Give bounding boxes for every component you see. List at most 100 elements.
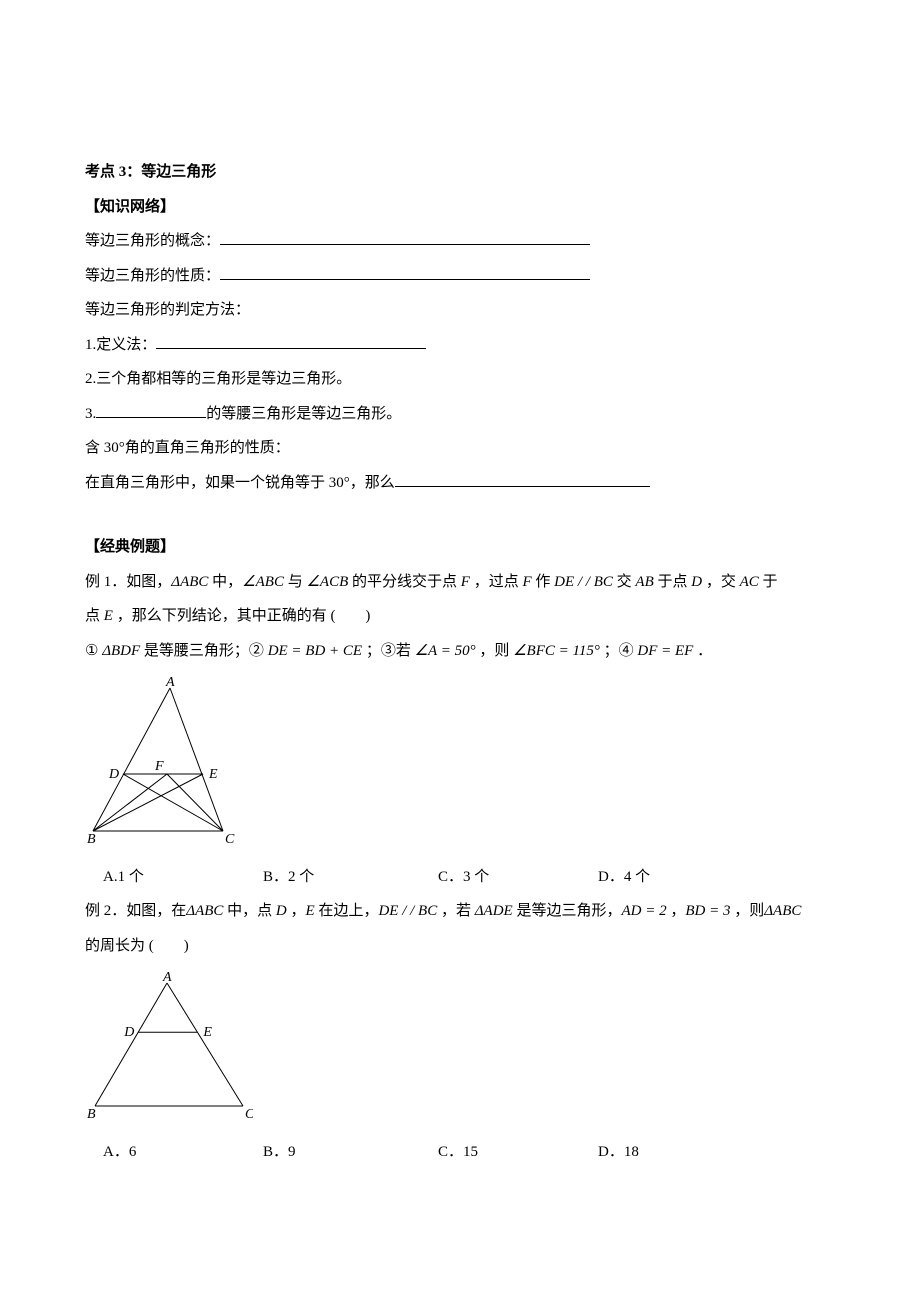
option-c: C．3 个 <box>438 860 598 895</box>
blank-def <box>156 348 426 349</box>
option-b: B．9 <box>263 1135 438 1170</box>
t: 在边上， <box>315 903 379 919</box>
judge3-prefix: 3. <box>85 406 96 422</box>
line-property: 等边三角形的性质： <box>85 259 835 294</box>
t: ① <box>85 643 102 659</box>
example2-options: A．6 B．9 C．15 D．18 <box>85 1135 835 1170</box>
example2-line1: 例 2．如图，在ΔABC 中，点 D ，E 在边上，DE / / BC ，若 Δ… <box>85 894 835 929</box>
t: 例 2．如图，在 <box>85 903 186 919</box>
line-concept: 等边三角形的概念： <box>85 224 835 259</box>
t: ；③若 <box>362 643 415 659</box>
math: ∠ACB <box>306 574 348 590</box>
t: 点 <box>85 608 104 624</box>
t: 于点 <box>654 574 692 590</box>
judge-item-3: 3. 的等腰三角形是等边三角形。 <box>85 397 835 432</box>
t: ，过点 <box>470 574 523 590</box>
math: ΔBDF <box>102 643 140 659</box>
math: F <box>522 574 531 590</box>
math: E <box>104 608 113 624</box>
math: AC <box>740 574 759 590</box>
svg-text:D: D <box>123 1025 134 1040</box>
math: ΔABC <box>171 574 208 590</box>
math: DE / / BC <box>554 574 613 590</box>
judge-item-2: 2.三个角都相等的三角形是等边三角形。 <box>85 362 835 397</box>
judge3-suffix: 的等腰三角形是等边三角形。 <box>206 406 401 422</box>
triangle-diagram-2: ABCDE <box>85 971 253 1119</box>
option-c: C．15 <box>438 1135 598 1170</box>
svg-text:A: A <box>165 676 175 690</box>
math: DE = BD + CE <box>268 643 362 659</box>
t: 于 <box>759 574 778 590</box>
example2-line2: 的周长为 ( ) <box>85 929 835 964</box>
math: ∠ABC <box>242 574 284 590</box>
option-a: A．6 <box>85 1135 263 1170</box>
blank-property <box>220 279 590 280</box>
example1-line3: ① ΔBDF 是等腰三角形；② DE = BD + CE ；③若 ∠A = 50… <box>85 634 835 669</box>
rt30-prefix: 在直角三角形中，如果一个锐角等于 30°，那么 <box>85 475 395 491</box>
section-knowledge-title: 【知识网络】 <box>85 190 835 225</box>
t: 作 <box>532 574 555 590</box>
t: ， <box>287 903 306 919</box>
t: 的平分线交于点 <box>348 574 461 590</box>
math: D <box>276 903 287 919</box>
t: 是等边三角形， <box>513 903 622 919</box>
math: ΔABC <box>764 903 801 919</box>
example1-line2: 点 E ，那么下列结论，其中正确的有 ( ) <box>85 599 835 634</box>
option-a: A.1 个 <box>85 860 263 895</box>
math: F <box>461 574 470 590</box>
t: 中，点 <box>223 903 276 919</box>
math: E <box>306 903 315 919</box>
triangle-diagram-1: A B C D E F <box>85 676 241 844</box>
svg-text:E: E <box>202 1025 212 1040</box>
example1-line1: 例 1．如图，ΔABC 中，∠ABC 与 ∠ACB 的平分线交于点 F ，过点 … <box>85 565 835 600</box>
rt30-title: 含 30°角的直角三角形的性质： <box>85 431 835 466</box>
topic-heading: 考点 3：等边三角形 <box>85 155 835 190</box>
svg-text:D: D <box>108 767 119 782</box>
figure-1: A B C D E F <box>85 676 835 858</box>
t: ，则 <box>476 643 514 659</box>
t: ． <box>693 643 712 659</box>
math: BD = 3 <box>685 903 730 919</box>
property-label: 等边三角形的性质： <box>85 268 220 284</box>
t: 与 <box>284 574 307 590</box>
blank-rt30 <box>395 486 650 487</box>
t: ，那么下列结论，其中正确的有 ( ) <box>113 608 371 624</box>
svg-text:F: F <box>154 759 164 774</box>
rt30-line: 在直角三角形中，如果一个锐角等于 30°，那么 <box>85 466 835 501</box>
t: ，则 <box>730 903 764 919</box>
blank-concept <box>220 244 590 245</box>
spacer <box>85 500 835 530</box>
t: ，若 <box>437 903 475 919</box>
math: ∠A = 50° <box>415 643 476 659</box>
math: ΔADE <box>475 903 513 919</box>
t: 交 <box>613 574 636 590</box>
t: 中， <box>208 574 242 590</box>
math: ∠BFC = 115° <box>513 643 600 659</box>
concept-label: 等边三角形的概念： <box>85 233 220 249</box>
math: ΔABC <box>186 903 223 919</box>
svg-text:B: B <box>87 832 96 844</box>
svg-text:E: E <box>208 767 218 782</box>
math: AB <box>635 574 653 590</box>
section-examples-title: 【经典例题】 <box>85 530 835 565</box>
math: DE / / BC <box>378 903 437 919</box>
document-page: 考点 3：等边三角形 【知识网络】 等边三角形的概念： 等边三角形的性质： 等边… <box>0 0 920 1301</box>
option-d: D．4 个 <box>598 860 650 895</box>
blank-j3 <box>96 417 206 418</box>
judge1-prefix: 1.定义法： <box>85 337 156 353</box>
t: ， <box>667 903 686 919</box>
option-b: B．2 个 <box>263 860 438 895</box>
figure-2: ABCDE <box>85 971 835 1133</box>
math: D <box>691 574 702 590</box>
line-judgement-title: 等边三角形的判定方法： <box>85 293 835 328</box>
svg-text:A: A <box>162 971 172 985</box>
t: 是等腰三角形；② <box>140 643 268 659</box>
example1-options: A.1 个 B．2 个 C．3 个 D．4 个 <box>85 860 835 895</box>
svg-text:C: C <box>225 832 235 844</box>
math: DF = EF <box>637 643 693 659</box>
svg-text:C: C <box>245 1107 253 1119</box>
t: 例 1．如图， <box>85 574 171 590</box>
t: ，交 <box>702 574 740 590</box>
judge-item-1: 1.定义法： <box>85 328 835 363</box>
option-d: D．18 <box>598 1135 639 1170</box>
